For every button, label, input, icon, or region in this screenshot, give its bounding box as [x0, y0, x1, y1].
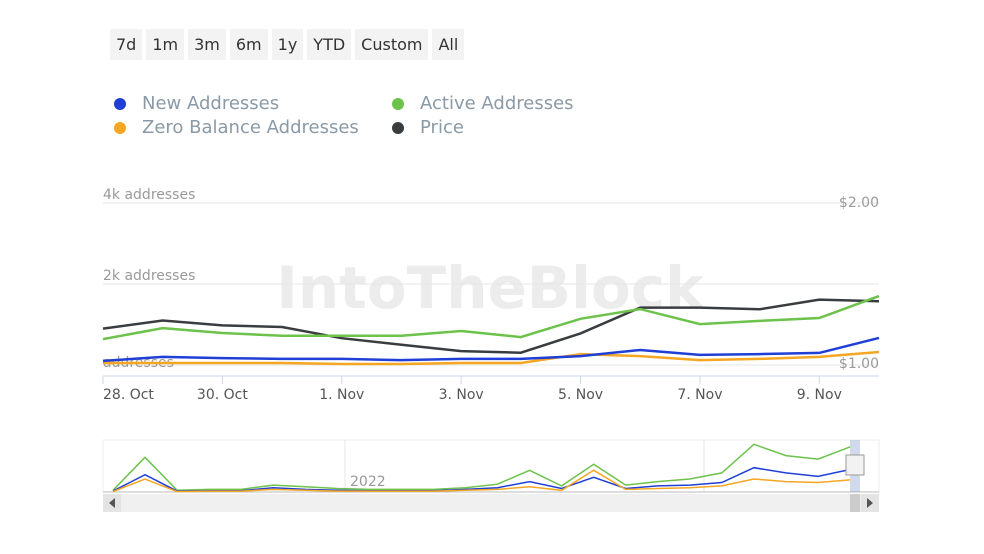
- legend-dot: [114, 98, 126, 110]
- navigator-handle[interactable]: [845, 454, 865, 476]
- legend-label: Zero Balance Addresses: [142, 117, 359, 138]
- y-tick-label: 4k addresses: [103, 187, 195, 203]
- x-tick-label: 30. Oct: [197, 387, 248, 403]
- x-tick-label: 28. Oct: [103, 387, 154, 403]
- x-tick-label: 5. Nov: [558, 387, 603, 403]
- navigator-series: [112, 466, 851, 492]
- line-series: [102, 336, 880, 363]
- legend-dot: [392, 98, 404, 110]
- range-button[interactable]: 1m: [146, 29, 185, 60]
- line-series: [103, 350, 880, 366]
- x-tick-label: 9. Nov: [797, 387, 842, 403]
- legend-label: Active Addresses: [420, 93, 574, 114]
- range-buttons: 7d 1m 3m 6m 1y YTD Custom All: [110, 29, 465, 60]
- arrow-right: [867, 498, 873, 508]
- range-button[interactable]: 1y: [271, 29, 304, 60]
- y2-tick-label: $1.00: [839, 356, 879, 372]
- range-button[interactable]: 7d: [110, 29, 143, 60]
- legend-dot: [392, 122, 404, 134]
- legend-item[interactable]: Zero Balance Addresses: [114, 117, 359, 138]
- watermark: IntoTheBlock: [276, 254, 705, 322]
- legend-label: New Addresses: [142, 93, 279, 114]
- range-button[interactable]: 6m: [229, 29, 268, 60]
- range-button[interactable]: Custom: [355, 29, 429, 60]
- legend-dot: [114, 122, 126, 134]
- legend-item[interactable]: Active Addresses: [392, 93, 574, 114]
- range-button[interactable]: 3m: [188, 29, 226, 60]
- navigator-label: 2022: [350, 474, 386, 490]
- legend-label: Price: [420, 117, 464, 138]
- navigator-series: [112, 443, 851, 492]
- scroll-thumb[interactable]: [850, 494, 860, 512]
- range-button[interactable]: YTD: [307, 29, 352, 60]
- range-button[interactable]: All: [432, 29, 465, 60]
- y2-tick-label: $2.00: [839, 195, 879, 211]
- legend-item[interactable]: Price: [392, 117, 464, 138]
- x-tick-label: 3. Nov: [439, 387, 484, 403]
- line-series: [102, 294, 880, 341]
- legend-item[interactable]: New Addresses: [114, 93, 279, 114]
- x-tick-label: 7. Nov: [677, 387, 722, 403]
- line-series: [102, 298, 880, 354]
- scrollbar-track[interactable]: [103, 494, 879, 512]
- x-tick-label: 1. Nov: [319, 387, 364, 403]
- arrow-left: [109, 498, 115, 508]
- navigator-series: [112, 469, 851, 493]
- y-tick-label: 2k addresses: [103, 268, 195, 284]
